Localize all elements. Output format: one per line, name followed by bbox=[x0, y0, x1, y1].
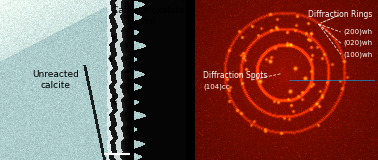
Text: Calcium oxalate
rim: Calcium oxalate rim bbox=[112, 6, 185, 26]
Text: (200)wh: (200)wh bbox=[343, 29, 372, 35]
Text: Unreacted
calcite: Unreacted calcite bbox=[33, 70, 79, 90]
Text: Diffraction Spots: Diffraction Spots bbox=[203, 71, 268, 80]
Text: Diffraction Rings: Diffraction Rings bbox=[308, 10, 372, 19]
Text: (100)wh: (100)wh bbox=[343, 51, 372, 58]
Text: (104)cc: (104)cc bbox=[203, 83, 230, 90]
Text: (020)wh: (020)wh bbox=[343, 40, 372, 46]
